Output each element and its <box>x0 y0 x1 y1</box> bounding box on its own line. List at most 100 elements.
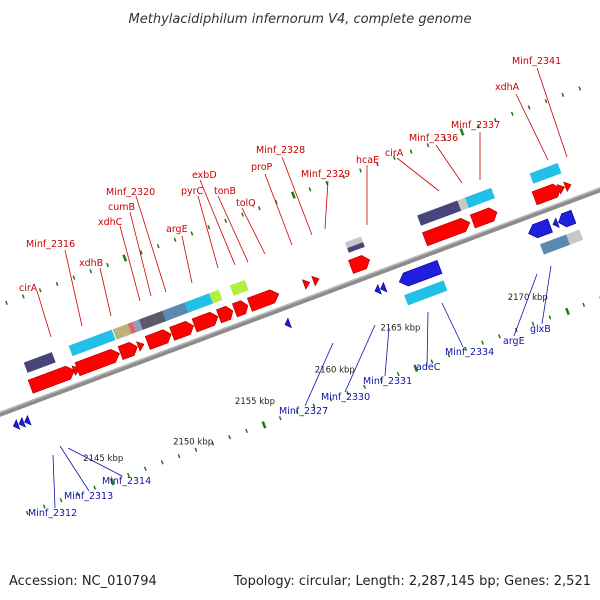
gene-label-minf-2330: Minf_2330 <box>321 392 370 403</box>
cog-box <box>404 280 448 306</box>
reverse-gene <box>558 209 577 228</box>
gene-label-cirA-2: cirA <box>385 148 404 159</box>
forward-gene <box>311 275 320 287</box>
gene-label-minf-2320: Minf_2320 <box>106 187 155 198</box>
forward-gene <box>74 349 120 377</box>
cog-box <box>138 310 167 330</box>
cog-box <box>68 329 116 357</box>
forward-leader-lines <box>36 67 568 338</box>
cog-box <box>457 197 469 211</box>
cog-box <box>347 242 365 253</box>
kbp-marker: 2145 kbp <box>83 454 123 464</box>
reverse-gene <box>528 218 553 239</box>
gene-label-exbD: exbD <box>192 170 217 181</box>
reverse-gene <box>374 283 382 295</box>
reverse-gene <box>18 416 26 428</box>
gene-label-pyrC: pyrC <box>181 186 204 197</box>
forward-gene <box>348 255 371 274</box>
genome-summary-text: Topology: circular; Length: 2,287,145 bp… <box>233 574 591 589</box>
forward-cog-track <box>23 162 562 373</box>
forward-gene <box>422 218 471 247</box>
gene-label-cumB: cumB <box>108 202 135 213</box>
reverse-cog-track <box>404 229 584 306</box>
kbp-marker: 2165 kbp <box>380 324 420 334</box>
genome-band: 2145 kbp 2150 kbp 2155 kbp 2160 kbp 2165… <box>0 86 600 515</box>
forward-labels: cirA Minf_2316 xdhB xdhC cumB Minf_2320 … <box>19 56 561 294</box>
forward-gene <box>563 181 572 193</box>
cog-box <box>464 187 495 208</box>
cog-box <box>529 162 562 184</box>
map-title: Methylacidiphilum infernorum V4, complet… <box>129 12 472 27</box>
gene-label-proP: proP <box>251 162 273 173</box>
gene-label-minf-2334: Minf_2334 <box>445 347 494 358</box>
reverse-gene <box>398 259 443 287</box>
genome-backbone <box>0 166 600 438</box>
gene-label-xdhA: xdhA <box>495 82 520 93</box>
forward-gene <box>117 341 138 361</box>
forward-gene <box>144 329 172 350</box>
gene-label-minf-2328: Minf_2328 <box>256 145 305 156</box>
forward-gene <box>169 320 194 341</box>
gene-label-minf-2313: Minf_2313 <box>64 491 113 502</box>
forward-gene <box>231 300 249 318</box>
cog-box <box>229 279 249 296</box>
cog-box <box>112 323 132 340</box>
gene-label-minf-2314: Minf_2314 <box>102 476 151 487</box>
cog-box <box>184 293 214 313</box>
forward-gene <box>0 394 1 406</box>
kbp-marker: 2160 kbp <box>315 365 355 375</box>
forward-gene <box>531 183 562 206</box>
gene-label-xdhC: xdhC <box>98 217 123 228</box>
reverse-tick-row <box>25 296 600 515</box>
reverse-leader-lines <box>52 265 552 509</box>
kbp-marker: 2150 kbp <box>173 437 213 447</box>
gene-label-xdhB: xdhB <box>79 258 103 269</box>
gene-label-minf-2341: Minf_2341 <box>512 56 561 67</box>
forward-gene-track <box>0 181 572 406</box>
forward-gene <box>136 341 145 352</box>
reverse-labels: Minf_2312 Minf_2313 Minf_2314 Minf_2327 … <box>28 324 551 519</box>
reverse-gene <box>12 419 21 430</box>
forward-tick-row <box>5 86 582 305</box>
cog-box <box>417 200 462 226</box>
forward-gene <box>301 279 311 290</box>
gene-label-minf-2316: Minf_2316 <box>26 239 75 250</box>
gene-label-argE-2: argE <box>503 336 525 347</box>
forward-gene <box>556 184 565 195</box>
gene-label-minf-2337: Minf_2337 <box>451 120 500 131</box>
accession-text: Accession: NC_010794 <box>9 574 157 589</box>
reverse-gene <box>380 281 388 293</box>
gene-label-minf-2312: Minf_2312 <box>28 508 77 519</box>
cog-box <box>345 236 364 249</box>
kbp-marker: 2155 kbp <box>235 397 275 407</box>
gene-label-adeC: adeC <box>416 362 441 373</box>
cog-box <box>132 319 143 333</box>
forward-gene <box>469 207 498 229</box>
gene-label-minf-2327: Minf_2327 <box>279 406 328 417</box>
cog-box <box>539 234 571 255</box>
gene-label-tolQ: tolQ <box>236 198 256 209</box>
gene-label-minf-2336: Minf_2336 <box>409 133 458 144</box>
forward-gene <box>216 305 234 324</box>
forward-gene <box>191 311 219 333</box>
cog-box <box>566 229 584 245</box>
gene-label-glxB: glxB <box>530 324 551 335</box>
cog-box <box>23 352 56 373</box>
gene-label-tonB: tonB <box>214 186 236 197</box>
kbp-scale: 2145 kbp 2150 kbp 2155 kbp 2160 kbp 2165… <box>83 293 548 464</box>
gene-label-minf-2331: Minf_2331 <box>363 376 412 387</box>
gene-label-minf-2329: Minf_2329 <box>301 169 350 180</box>
gene-label-hcaE: hcaE <box>356 155 379 166</box>
forward-gene <box>246 289 280 312</box>
reverse-gene <box>552 217 560 229</box>
reverse-gene <box>284 317 292 329</box>
gene-label-cirA: cirA <box>19 283 38 294</box>
forward-gene <box>27 365 76 394</box>
cog-box <box>127 321 137 335</box>
reverse-gene <box>24 414 32 426</box>
cog-box <box>209 289 223 304</box>
reverse-gene-track <box>12 209 577 430</box>
gene-label-argE: argE <box>166 224 188 235</box>
cog-box <box>162 302 189 322</box>
